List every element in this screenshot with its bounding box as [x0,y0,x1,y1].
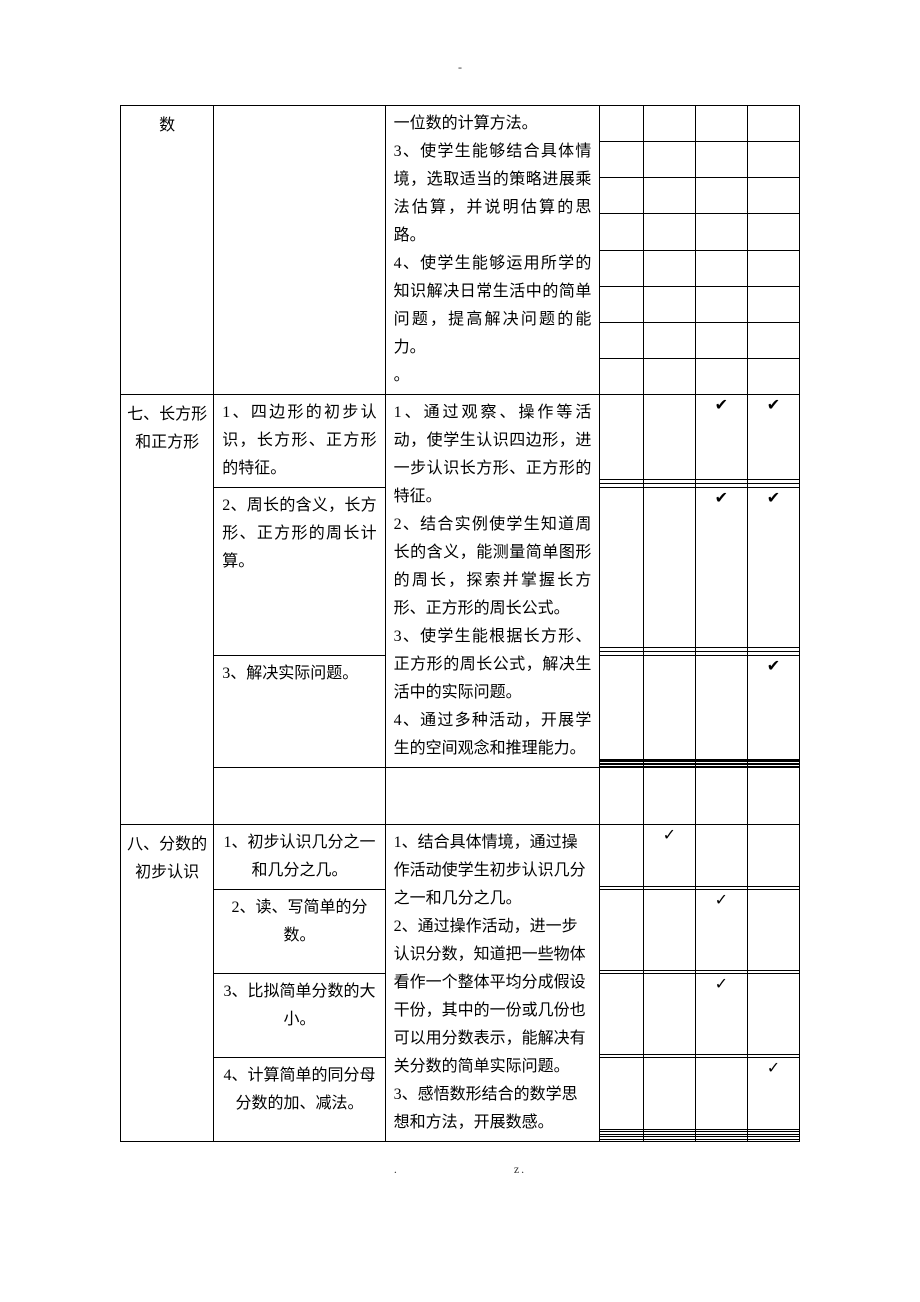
check-cell [695,656,747,760]
know-text: 4、计算简单的同分母分数的加、减法。 [214,1058,384,1122]
know-cell-empty [214,106,385,395]
document-page: - 数 一位数的计算方法。3、使学生能够结合具体情境，选取适当的策略进展乘法估算… [0,0,920,1217]
check-cell [747,106,799,142]
check-cell [600,825,643,887]
goal-cell-top: 一位数的计算方法。3、使学生能够结合具体情境，选取适当的策略进展乘法估算，并说明… [385,106,600,395]
check-cell [747,890,799,971]
check-cell [643,106,695,142]
table-row: 七、长方形和正方形 1、四边形的初步认识，长方形、正方形的特征。 1、通过观察、… [121,395,800,480]
check-cell [600,106,643,142]
know-text: 3、解决实际问题。 [214,656,384,692]
know-cell: 3、比拟简单分数的大小。 [214,974,385,1058]
footer-right: z. [514,1162,526,1176]
check-cell [600,395,643,480]
check-cell [695,1058,747,1130]
goal-text-seven: 1、通过观察、操作等活动，使学生认识四边形，进一步认识长方形、正方形的特征。2、… [386,395,600,767]
check-cell [643,974,695,1055]
know-cell: 2、周长的含义，长方形、正方形的周长计算。 [214,488,385,656]
check-cell: ✔ [747,656,799,760]
check-cell: ✔ [695,488,747,648]
footer-left: . [394,1162,399,1176]
unit-label-eight: 八、分数的初步认识 [121,825,213,893]
know-cell: 1、四边形的初步认识，长方形、正方形的特征。 [214,395,385,488]
footer-marks: . z. [0,1162,920,1177]
check-cell [643,395,695,480]
know-text: 1、四边形的初步认识，长方形、正方形的特征。 [214,395,384,487]
check-cell [643,1058,695,1130]
check-cell [643,890,695,971]
check-cell [747,825,799,887]
check-cell [600,656,643,760]
empty-cell [600,768,643,825]
check-cell [643,488,695,648]
unit-label-top: 数 [121,106,213,146]
empty-cell [385,768,600,825]
curriculum-table: 数 一位数的计算方法。3、使学生能够结合具体情境，选取适当的策略进展乘法估算，并… [120,105,800,1142]
know-text: 2、读、写简单的分数。 [214,890,384,954]
check-cell [600,488,643,648]
unit-cell-top: 数 [121,106,214,395]
unit-label-seven: 七、长方形和正方形 [121,395,213,463]
check-cell [600,1058,643,1130]
check-cell: ✓ [695,974,747,1055]
empty-cell [747,768,799,825]
table-row: 八、分数的初步认识 1、初步认识几分之一和几分之几。 1、结合具体情境，通过操作… [121,825,800,887]
header-dash: - [0,60,920,75]
check-cell [600,974,643,1055]
goal-cell-eight: 1、结合具体情境，通过操作活动使学生初步认识几分之一和几分之几。2、通过操作活动… [385,825,600,1142]
know-text: 3、比拟简单分数的大小。 [214,974,384,1038]
know-text: 1、初步认识几分之一和几分之几。 [214,825,384,889]
check-cell: ✔ [747,488,799,648]
check-cell: ✓ [747,1058,799,1130]
check-cell [695,825,747,887]
unit-cell-eight: 八、分数的初步认识 [121,825,214,1142]
know-cell: 4、计算简单的同分母分数的加、减法。 [214,1058,385,1142]
goal-text-top: 一位数的计算方法。3、使学生能够结合具体情境，选取适当的策略进展乘法估算，并说明… [386,106,600,394]
table-row: 数 一位数的计算方法。3、使学生能够结合具体情境，选取适当的策略进展乘法估算，并… [121,106,800,142]
check-cell [747,974,799,1055]
empty-cell [695,768,747,825]
check-cell: ✓ [695,890,747,971]
check-cell [600,890,643,971]
empty-cell [214,768,385,825]
know-cell: 2、读、写简单的分数。 [214,890,385,974]
know-cell: 3、解决实际问题。 [214,656,385,768]
know-cell: 1、初步认识几分之一和几分之几。 [214,825,385,890]
check-cell: ✔ [747,395,799,480]
empty-cell [643,768,695,825]
check-cell [643,656,695,760]
goal-text-eight: 1、结合具体情境，通过操作活动使学生初步认识几分之一和几分之几。2、通过操作活动… [386,825,600,1141]
check-cell [695,106,747,142]
table-row-empty [121,768,800,825]
check-cell: ✓ [643,825,695,887]
unit-cell-seven: 七、长方形和正方形 [121,395,214,825]
check-cell: ✔ [695,395,747,480]
know-text: 2、周长的含义，长方形、正方形的周长计算。 [214,488,384,580]
goal-cell-seven: 1、通过观察、操作等活动，使学生认识四边形，进一步认识长方形、正方形的特征。2、… [385,395,600,768]
